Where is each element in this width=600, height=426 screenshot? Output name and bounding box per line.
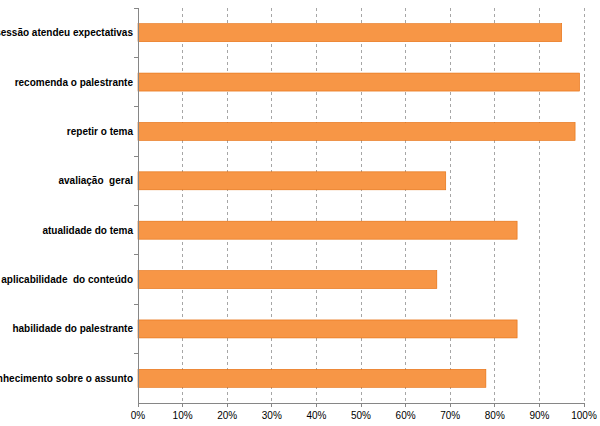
tick-label: 40% [306, 410, 326, 421]
bar [138, 271, 437, 289]
bar [138, 73, 580, 91]
category-tick [134, 353, 138, 354]
tick-label: 30% [262, 410, 282, 421]
tick-label: 20% [217, 410, 237, 421]
bar [138, 369, 486, 387]
chart: 0% 10% 20% 30% 40% 50% 60% 70% 80% 90% 100% a sessã… [0, 0, 600, 426]
category-tick [134, 8, 138, 9]
bar [138, 122, 575, 140]
category-label: atualidade do tema [42, 225, 133, 236]
bar [138, 172, 446, 190]
tick-label: 70% [440, 410, 460, 421]
bar [138, 221, 517, 239]
grid-line [539, 8, 540, 403]
tick-mark [405, 403, 406, 407]
tick-mark [361, 403, 362, 407]
grid-line [182, 8, 183, 403]
category-tick [134, 254, 138, 255]
tick-mark [182, 403, 183, 407]
bar [138, 320, 517, 338]
category-tick [134, 57, 138, 58]
x-axis [138, 403, 584, 404]
grid-line [584, 8, 585, 403]
grid-line [450, 8, 451, 403]
category-label: aplicabilidade do conteúdo [1, 274, 133, 285]
grid-line [494, 8, 495, 403]
tick-mark [494, 403, 495, 407]
category-label: habilidade do palestrante [12, 323, 133, 334]
tick-mark [316, 403, 317, 407]
tick-mark [227, 403, 228, 407]
grid-line [316, 8, 317, 403]
tick-label: 0% [131, 410, 146, 421]
tick-mark [584, 403, 585, 407]
category-tick [134, 156, 138, 157]
tick-mark [138, 403, 139, 407]
tick-mark [450, 403, 451, 407]
bar [138, 24, 562, 42]
tick-mark [271, 403, 272, 407]
category-label: repetir o tema [67, 126, 134, 137]
tick-label: 90% [529, 410, 549, 421]
tick-mark [539, 403, 540, 407]
grid-line [271, 8, 272, 403]
category-tick [134, 106, 138, 107]
category-label: avaliação geral [59, 175, 134, 186]
category-tick [134, 304, 138, 305]
grid-line [227, 8, 228, 403]
tick-label: 80% [485, 410, 505, 421]
category-label: a sessão atendeu expectativas [0, 27, 133, 38]
grid-line [361, 8, 362, 403]
tick-label: 100% [571, 410, 597, 421]
tick-label: 10% [173, 410, 193, 421]
category-label: conhecimento sobre o assunto [0, 373, 133, 384]
category-tick [134, 205, 138, 206]
tick-label: 50% [351, 410, 371, 421]
tick-label: 60% [396, 410, 416, 421]
category-label: recomenda o palestrante [15, 77, 134, 88]
grid-line [405, 8, 406, 403]
